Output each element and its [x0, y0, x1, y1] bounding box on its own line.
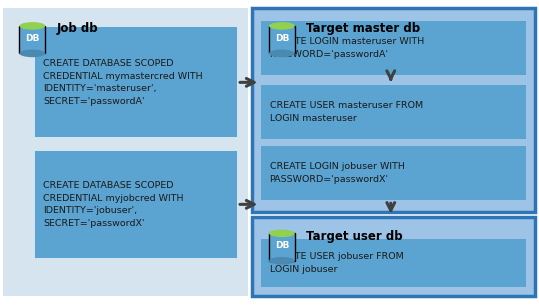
- Text: DB: DB: [25, 34, 39, 43]
- FancyBboxPatch shape: [261, 146, 526, 200]
- Text: CREATE DATABASE SCOPED
CREDENTIAL myjobcred WITH
IDENTITY='jobuser',
SECRET='pas: CREATE DATABASE SCOPED CREDENTIAL myjobc…: [43, 181, 184, 228]
- Text: CREATE USER jobuser FROM
LOGIN jobuser: CREATE USER jobuser FROM LOGIN jobuser: [270, 252, 403, 274]
- Text: Target master db: Target master db: [306, 23, 420, 35]
- Ellipse shape: [269, 22, 295, 30]
- Ellipse shape: [19, 22, 45, 30]
- FancyBboxPatch shape: [261, 21, 526, 75]
- Text: Job db: Job db: [57, 23, 98, 35]
- Ellipse shape: [269, 49, 295, 57]
- FancyBboxPatch shape: [261, 85, 526, 139]
- FancyBboxPatch shape: [19, 26, 45, 53]
- Text: CREATE USER masteruser FROM
LOGIN masteruser: CREATE USER masteruser FROM LOGIN master…: [270, 101, 423, 123]
- Text: CREATE DATABASE SCOPED
CREDENTIAL mymastercred WITH
IDENTITY='masteruser',
SECRE: CREATE DATABASE SCOPED CREDENTIAL mymast…: [43, 59, 203, 106]
- FancyBboxPatch shape: [252, 8, 535, 212]
- Ellipse shape: [19, 49, 45, 57]
- FancyBboxPatch shape: [35, 27, 237, 137]
- FancyBboxPatch shape: [269, 26, 295, 53]
- FancyBboxPatch shape: [261, 239, 526, 287]
- Text: DB: DB: [275, 34, 289, 43]
- Ellipse shape: [269, 229, 295, 237]
- FancyBboxPatch shape: [3, 8, 248, 296]
- FancyBboxPatch shape: [35, 151, 237, 258]
- Text: CREATE LOGIN masteruser WITH
PASSWORD='passwordA': CREATE LOGIN masteruser WITH PASSWORD='p…: [270, 37, 424, 59]
- FancyBboxPatch shape: [269, 233, 295, 261]
- FancyBboxPatch shape: [252, 217, 535, 296]
- Text: DB: DB: [275, 241, 289, 250]
- Text: CREATE LOGIN jobuser WITH
PASSWORD='passwordX': CREATE LOGIN jobuser WITH PASSWORD='pass…: [270, 162, 404, 184]
- Text: Target user db: Target user db: [306, 230, 403, 243]
- Ellipse shape: [269, 257, 295, 264]
